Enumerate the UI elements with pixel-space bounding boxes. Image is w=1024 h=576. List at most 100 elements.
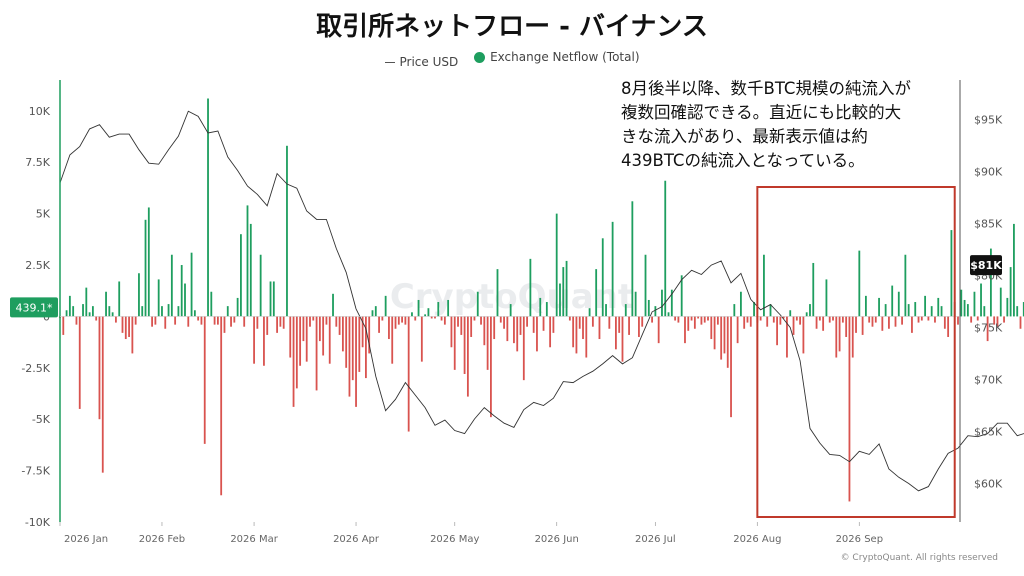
right-tick-label: $90K xyxy=(974,166,1003,179)
current-price-label: $81K xyxy=(970,259,1002,272)
right-tick-label: $85K xyxy=(974,218,1003,231)
netflow-bar xyxy=(243,316,246,327)
netflow-bar xyxy=(703,316,706,323)
netflow-bar xyxy=(226,306,229,317)
netflow-bar xyxy=(736,316,739,344)
netflow-bar xyxy=(124,316,127,340)
netflow-bar xyxy=(976,316,979,321)
netflow-bar xyxy=(430,316,433,319)
netflow-bar xyxy=(677,316,680,323)
right-tick-label: $70K xyxy=(974,374,1003,387)
netflow-bar xyxy=(483,316,486,346)
netflow-bar xyxy=(539,297,542,317)
netflow-bar xyxy=(230,316,232,327)
netflow-bar xyxy=(460,316,463,335)
netflow-bar xyxy=(141,306,144,317)
netflow-bar xyxy=(138,273,140,317)
netflow-bar xyxy=(878,297,880,317)
netflow-bar xyxy=(601,238,604,317)
netflow-bar xyxy=(95,316,98,321)
netflow-bar xyxy=(986,316,989,342)
legend-item-netflow[interactable]: Exchange Netflow (Total) xyxy=(474,50,640,64)
netflow-bar xyxy=(743,316,746,329)
netflow-bar xyxy=(1022,302,1024,317)
netflow-bar xyxy=(930,306,933,317)
netflow-bar xyxy=(555,213,558,317)
netflow-bar xyxy=(151,316,154,327)
netflow-bar xyxy=(776,316,778,346)
left-tick-label: -2.5K xyxy=(21,362,50,375)
netflow-bar xyxy=(332,293,334,317)
netflow-bar xyxy=(263,316,265,366)
netflow-bar xyxy=(559,283,561,317)
netflow-bar xyxy=(970,316,973,323)
netflow-bar xyxy=(960,289,963,317)
netflow-bar xyxy=(223,316,226,333)
netflow-bar xyxy=(253,316,255,364)
netflow-bar xyxy=(789,310,792,317)
netflow-bar xyxy=(864,295,867,317)
netflow-bar xyxy=(907,304,910,317)
netflow-bar xyxy=(888,316,890,329)
netflow-bar xyxy=(407,316,410,432)
netflow-bar xyxy=(868,316,871,323)
netflow-bar xyxy=(1006,297,1009,317)
price-line xyxy=(59,110,1024,492)
x-tick-label: 2026 Mar xyxy=(230,534,278,545)
netflow-bar xyxy=(618,316,621,333)
netflow-bar xyxy=(450,316,453,348)
netflow-bar xyxy=(647,299,650,317)
netflow-bar xyxy=(904,254,907,317)
netflow-bar xyxy=(470,316,473,337)
netflow-bar xyxy=(638,316,640,337)
netflow-bar xyxy=(805,312,808,317)
netflow-bar xyxy=(516,316,519,352)
netflow-bar xyxy=(381,316,384,321)
x-tick-label: 2026 Feb xyxy=(139,534,185,545)
netflow-bar xyxy=(401,316,403,323)
netflow-bar xyxy=(88,312,91,317)
netflow-bar xyxy=(973,291,976,317)
netflow-bar xyxy=(305,316,308,362)
netflow-bar xyxy=(486,316,489,370)
legend-item-price[interactable]: Price USD xyxy=(384,55,458,69)
netflow-bar xyxy=(536,316,538,352)
netflow-bar xyxy=(700,316,703,325)
netflow-bar xyxy=(358,316,361,372)
netflow-bar xyxy=(115,316,117,323)
netflow-bar xyxy=(105,291,107,317)
netflow-bar xyxy=(490,316,492,418)
netflow-bar xyxy=(213,316,216,325)
netflow-bar xyxy=(759,316,762,321)
netflow-bar xyxy=(766,316,769,327)
netflow-bar xyxy=(667,312,670,317)
netflow-bar xyxy=(578,316,581,329)
netflow-bar xyxy=(190,252,193,317)
netflow-bar xyxy=(772,316,775,323)
x-tick-label: 2026 Jan xyxy=(64,534,108,545)
netflow-bar xyxy=(809,304,811,317)
netflow-bar xyxy=(795,316,798,321)
netflow-bar xyxy=(447,299,450,317)
netflow-bar xyxy=(818,316,821,321)
netflow-bar xyxy=(101,316,104,473)
netflow-bar xyxy=(720,316,723,360)
netflow-bar xyxy=(763,254,765,317)
netflow-bar xyxy=(595,269,598,317)
netflow-bar xyxy=(236,297,239,317)
netflow-bar xyxy=(368,316,371,354)
netflow-bar xyxy=(822,316,825,331)
line-swatch-icon xyxy=(384,61,395,63)
netflow-bar xyxy=(693,316,696,329)
netflow-bar xyxy=(161,306,163,317)
left-tick-label: 7.5K xyxy=(25,156,50,169)
netflow-bar xyxy=(799,316,802,325)
current-price-badge-bg xyxy=(970,255,1002,276)
netflow-bar xyxy=(131,316,134,354)
netflow-bar xyxy=(670,289,673,317)
netflow-bar xyxy=(355,316,357,407)
netflow-bar xyxy=(943,316,946,329)
netflow-bar xyxy=(78,316,81,409)
netflow-bar xyxy=(216,316,219,325)
